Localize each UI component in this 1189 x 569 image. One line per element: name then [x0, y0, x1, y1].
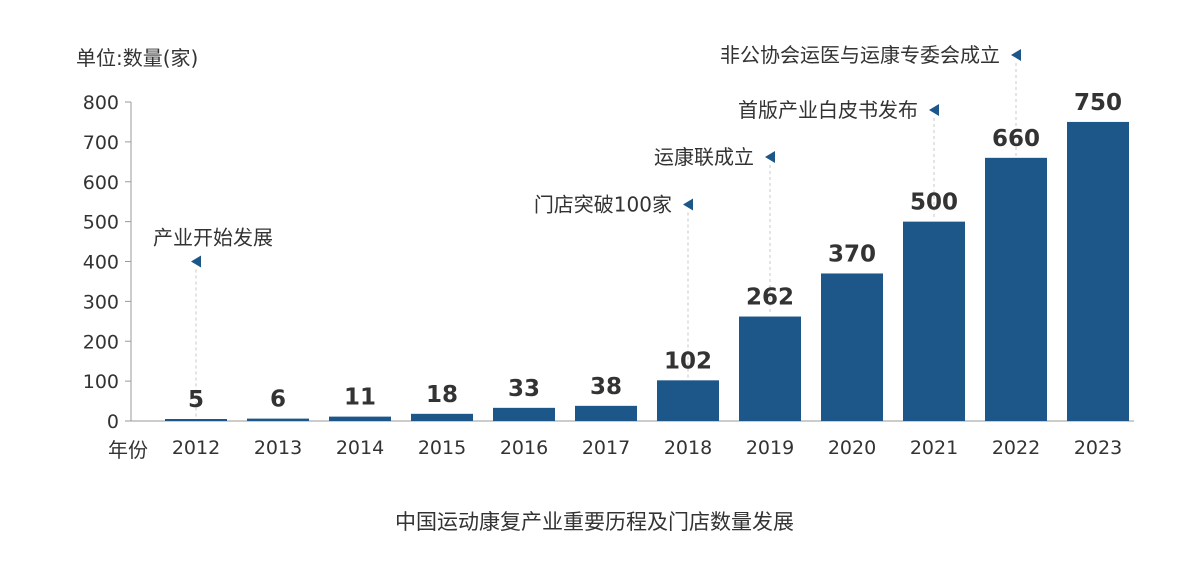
bar	[247, 418, 309, 421]
bar	[329, 416, 391, 421]
y-tick-label: 200	[83, 331, 119, 353]
y-tick-label: 0	[107, 411, 119, 433]
annotation-marker	[929, 103, 939, 116]
bar	[657, 380, 719, 421]
y-tick-label: 300	[83, 291, 119, 313]
annotation-label: 产业开始发展	[153, 226, 273, 250]
bar	[821, 273, 883, 421]
x-tick-label: 2015	[418, 437, 466, 459]
annotation-marker	[191, 255, 201, 268]
x-tick-label: 2017	[582, 437, 630, 459]
x-axis-prefix: 年份	[108, 438, 148, 462]
bar-value-label: 11	[344, 385, 376, 411]
bar-value-label: 370	[828, 241, 876, 267]
bar-value-label: 6	[270, 387, 286, 413]
bar-value-label: 102	[664, 348, 712, 374]
bar-value-label: 660	[992, 126, 1040, 152]
x-tick-label: 2019	[746, 437, 794, 459]
x-tick-label: 2020	[828, 437, 876, 459]
y-tick-label: 600	[83, 172, 119, 194]
bar-value-label: 500	[910, 190, 958, 216]
unit-label: 单位:数量(家)	[76, 46, 199, 70]
annotation-marker	[765, 151, 775, 164]
bar	[493, 407, 555, 421]
annotation-label: 门店突破100家	[534, 192, 672, 216]
annotation-label: 非公协会运医与运康专委会成立	[720, 43, 1000, 67]
x-tick-label: 2013	[254, 437, 302, 459]
annotation-label: 运康联成立	[654, 145, 754, 169]
annotation-marker	[683, 198, 693, 211]
bar	[165, 419, 227, 421]
bar-value-label: 38	[590, 374, 622, 400]
bar-value-label: 5	[188, 387, 204, 413]
x-tick-label: 2021	[910, 437, 958, 459]
bar	[1067, 121, 1129, 421]
annotation-marker	[1011, 48, 1021, 61]
bar	[575, 405, 637, 421]
x-tick-label: 2014	[336, 437, 384, 459]
y-tick-label: 700	[83, 132, 119, 154]
y-tick-label: 800	[83, 92, 119, 114]
annotation-label: 首版产业白皮书发布	[738, 98, 918, 122]
bar	[903, 221, 965, 421]
bar	[985, 157, 1047, 421]
y-tick-label: 100	[83, 371, 119, 393]
bar-value-label: 750	[1074, 90, 1122, 116]
bar-value-label: 262	[746, 285, 794, 311]
x-tick-label: 2012	[172, 437, 220, 459]
chart-caption: 中国运动康复产业重要历程及门店数量发展	[395, 510, 794, 534]
y-tick-label: 500	[83, 212, 119, 234]
y-tick-label: 400	[83, 252, 119, 274]
x-tick-label: 2018	[664, 437, 712, 459]
bar-value-label: 33	[508, 376, 540, 402]
x-tick-label: 2022	[992, 437, 1040, 459]
x-tick-label: 2016	[500, 437, 548, 459]
x-tick-label: 2023	[1074, 437, 1122, 459]
bar	[739, 316, 801, 421]
bar	[411, 413, 473, 421]
bar-value-label: 18	[426, 382, 458, 408]
